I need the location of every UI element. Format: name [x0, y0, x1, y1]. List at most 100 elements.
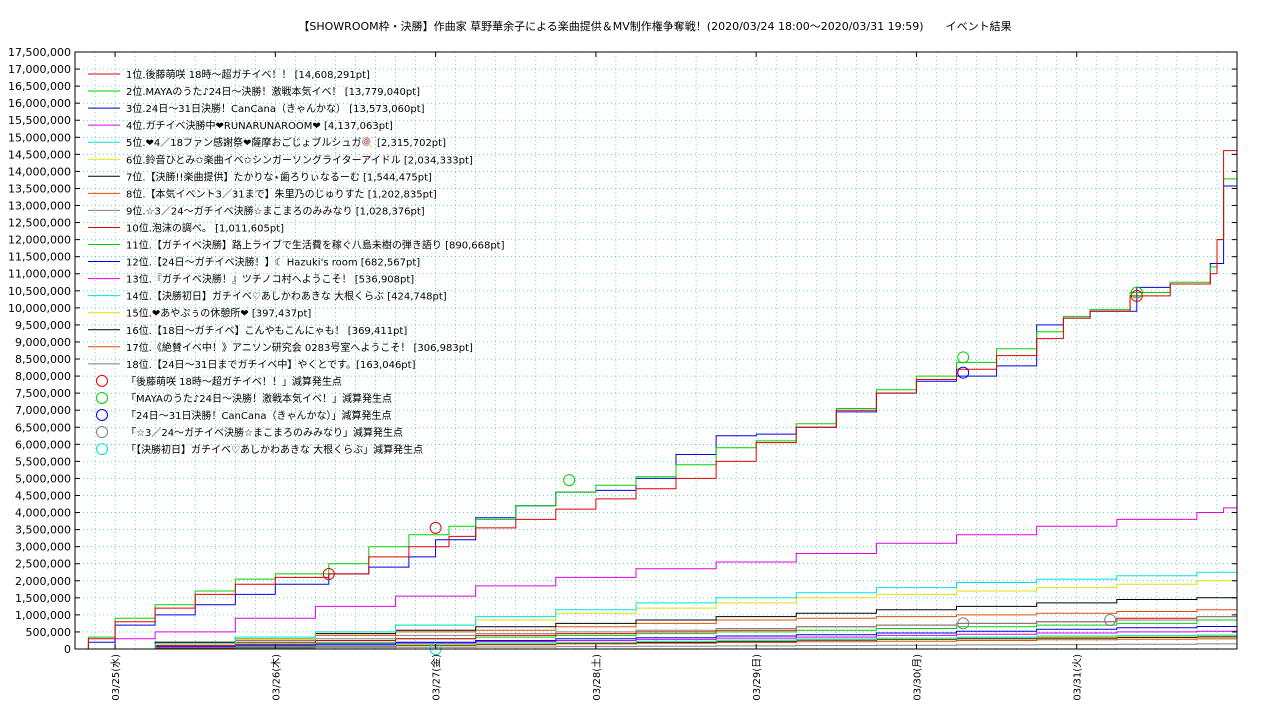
legend-entry: 「MAYAのうた♪24日〜決勝！激戦本気イベ！」減算発生点	[126, 392, 392, 405]
y-tick-label: 12,000,000	[8, 234, 71, 247]
y-tick-label: 5,500,000	[15, 455, 71, 468]
y-tick-label: 4,500,000	[15, 489, 71, 502]
series-line	[75, 630, 1238, 650]
series-line	[75, 613, 1238, 650]
legend-entry: 6位.鈴音ひとみ✩楽曲イベ✩シンガーソングライターアイドル [2,034,333…	[126, 153, 473, 166]
marker-point	[1130, 289, 1143, 302]
legend-entry: 11位.【ガチイベ決勝】路上ライブで生活費を稼ぐ八島未樹の弾き語り [890,6…	[126, 239, 505, 252]
x-tick-label: 03/27(金)	[430, 654, 443, 701]
plot-frame	[74, 51, 1238, 650]
legend-entry: 5位.❤4／18ファン感謝祭❤薩摩おごじょブルシュガ🍭 [2,315,702pt…	[126, 136, 446, 149]
y-tick-label: 5,000,000	[15, 472, 71, 485]
marker-point	[957, 351, 970, 364]
legend-swatch	[96, 374, 108, 387]
legend-entry: 1位.後藤萌咲 18時〜超ガチイベ！！ [14,608,291pt]	[126, 68, 370, 81]
legend-entry: 9位.☆3／24〜ガチイベ決勝☆まこまろのみみなり [1,028,376pt]	[126, 204, 425, 217]
y-tick-label: 16,500,000	[8, 80, 71, 93]
y-tick-label: 3,500,000	[15, 524, 71, 537]
series-line	[75, 625, 1238, 650]
y-tick-label: 14,000,000	[8, 165, 71, 178]
x-tick-label: 03/31(火)	[1072, 654, 1084, 701]
y-tick-label: 11,500,000	[8, 251, 71, 264]
y-tick-label: 0	[64, 643, 71, 656]
grid	[74, 51, 1238, 650]
x-tick-label: 03/26(木)	[270, 654, 282, 701]
y-tick-label: 12,500,000	[8, 217, 71, 230]
marker-point	[957, 366, 970, 379]
y-tick-label: 16,000,000	[8, 97, 71, 110]
series-lines	[75, 150, 1238, 650]
legend-entry: 3位.24日〜31日決勝！CanCana（きゃんかな） [13,573,060p…	[126, 102, 425, 115]
legend-swatch	[96, 409, 108, 421]
series-line	[75, 579, 1238, 650]
y-tick-label: 8,000,000	[15, 370, 71, 383]
legend-entry: 8位.【本気イベント3／31まで】朱里乃のじゅりすた [1,202,835pt]	[126, 187, 437, 200]
legend-entry: 17位.《絶賛イベ中！》アニソン研究会 0283号室へようこそ！ [306,98…	[126, 341, 473, 354]
y-tick-label: 9,500,000	[15, 319, 71, 332]
marker-points	[322, 286, 1143, 655]
legend-entry: 7位.【決勝!!楽曲提供】たかりな⋆歯ろりぃなるーむ [1,544,475pt]	[126, 170, 432, 183]
legend-entry: 「24日〜31日決勝！CanCana（きゃんかな）」減算発生点	[126, 409, 391, 422]
y-tick-label: 8,500,000	[15, 353, 71, 366]
series-line	[75, 643, 1238, 650]
y-axis: 0 500,000 1,000,000 1,500,000 2,000,000 2,500…	[8, 46, 1237, 656]
marker-point	[1130, 286, 1143, 299]
x-axis: 03/25(水) 03/26(木) 03/27(金) 03/28(土) 03/29(日)…	[110, 52, 1084, 701]
y-tick-label: 15,000,000	[8, 131, 71, 144]
y-tick-label: 2,000,000	[15, 575, 71, 588]
y-tick-label: 6,000,000	[15, 438, 71, 451]
legend-swatch	[96, 391, 108, 404]
y-tick-label: 17,000,000	[8, 63, 71, 76]
legend-swatch	[96, 443, 108, 456]
series-line	[75, 507, 1237, 650]
y-tick-label: 9,000,000	[15, 336, 71, 349]
legend-entry: 「☆3／24〜ガチイベ決勝☆まこまろのみみなり」減算発生点	[126, 426, 403, 439]
legend-entry: 「後藤萌咲 18時〜超ガチイベ！！」減算発生点	[126, 375, 342, 388]
legend-entry: 「【決勝初日】ガチイベ♡あしかわあきな 大根くらぶ」減算発生点	[126, 443, 423, 456]
marker-point	[563, 474, 576, 487]
y-tick-label: 13,000,000	[8, 200, 71, 213]
legend-entry: 18位.【24日〜31日までガチイベ中】やくとです。[163,046pt]	[126, 358, 416, 371]
x-tick-label: 03/25(水)	[110, 654, 122, 701]
series-line	[75, 150, 1237, 650]
chart-title: 【SHOWROOM枠・決勝】作曲家 草野華余子による楽曲提供＆MV制作権争奪戦！…	[298, 19, 1011, 33]
legend-entry: 14位.【決勝初日】ガチイベ♡あしかわあきな 大根くらぶ [424,748pt]	[126, 290, 447, 303]
legend-entry: 2位.MAYAのうた♪24日〜決勝！激戦本気イベ！ [13,779,040pt]	[126, 85, 420, 98]
x-tick-label: 03/29(日)	[752, 654, 763, 701]
legend-entry: 15位.❤あやぷぅの休憩所❤ [397,437pt]	[126, 307, 311, 320]
legend-entry: 4位.ガチイベ決勝中❤RUNARUNAROOM❤ [4,137,063pt]	[126, 119, 393, 132]
series-line	[75, 178, 1237, 650]
y-tick-label: 10,000,000	[8, 302, 71, 315]
legend-entry: 12位.【24日〜ガチイベ決勝！】☾ Hazuki's room [682,56…	[126, 256, 420, 269]
y-tick-label: 4,000,000	[15, 507, 71, 520]
y-tick-label: 14,500,000	[8, 148, 71, 161]
y-tick-label: 13,500,000	[8, 182, 71, 195]
marker-point	[1104, 614, 1117, 627]
y-tick-label: 500,000	[26, 626, 72, 639]
legend-entry: 10位.泡沫の調べ。 [1,011,605pt]	[126, 221, 284, 234]
x-tick-label: 03/28(土)	[590, 654, 603, 701]
y-tick-label: 11,000,000	[8, 268, 71, 281]
legend: 1位.後藤萌咲 18時〜超ガチイベ！！ [14,608,291pt] 2位.MAY…	[88, 68, 505, 456]
legend-entry: 16位.【18日〜ガチイベ】こんやもこんにゃも！ [369,411pt]	[126, 324, 407, 337]
marker-point	[957, 617, 970, 630]
y-tick-label: 1,500,000	[15, 592, 71, 605]
y-tick-label: 17,500,000	[8, 46, 71, 59]
y-tick-label: 15,500,000	[8, 114, 71, 127]
legend-swatch	[96, 426, 108, 439]
series-line	[75, 570, 1238, 650]
y-tick-label: 7,000,000	[15, 404, 71, 417]
y-tick-label: 7,500,000	[15, 387, 71, 400]
y-tick-label: 6,500,000	[15, 421, 71, 434]
marker-point	[429, 521, 442, 534]
y-tick-label: 3,000,000	[15, 541, 71, 554]
marker-point	[322, 567, 335, 580]
legend-entry: 13位.『ガチイベ決勝！』ツチノコ村へようこそ！ [536,908pt]	[126, 273, 414, 286]
y-tick-label: 10,500,000	[8, 285, 71, 298]
x-tick-label: 03/30(月)	[911, 654, 923, 701]
y-tick-label: 2,500,000	[15, 558, 71, 571]
y-tick-label: 1,000,000	[15, 609, 71, 622]
series-line	[75, 634, 1238, 650]
series-line	[75, 618, 1238, 650]
